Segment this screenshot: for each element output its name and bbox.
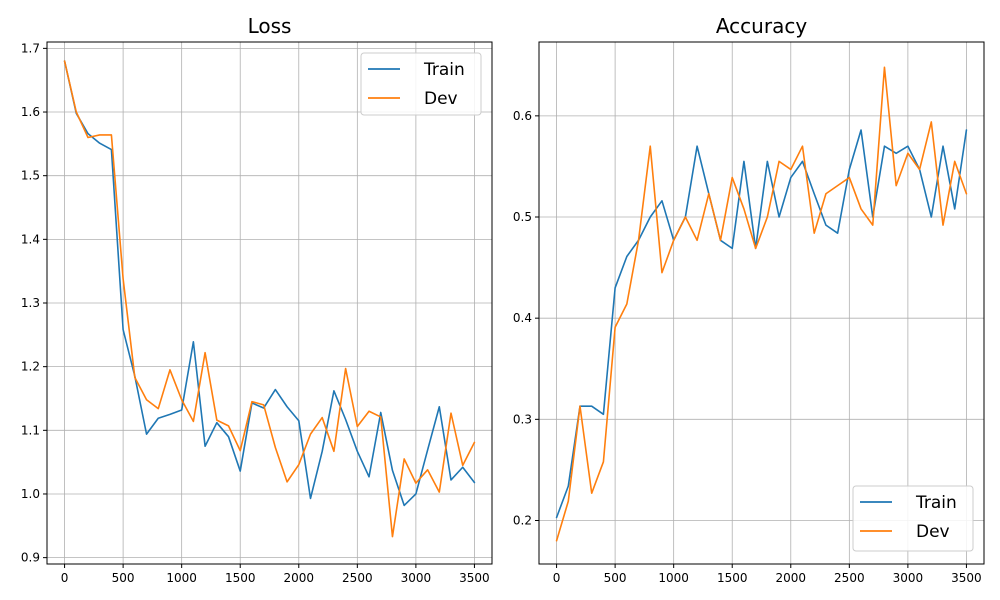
loss-xtick-label: 2000 (284, 571, 315, 585)
accuracy-ytick-label: 0.6 (513, 109, 532, 123)
loss-xtick-label: 3000 (401, 571, 432, 585)
accuracy-xtick-label: 1000 (658, 571, 689, 585)
accuracy-legend-label-dev: Dev (916, 522, 950, 542)
accuracy-xtick-label: 3000 (893, 571, 924, 585)
loss-ytick-label: 1.0 (21, 487, 40, 501)
loss-xtick-label: 2500 (342, 571, 373, 585)
loss-chart: 0 500 1000 1500 2000 2500 3000 3500 0.9 1.0 1.1 1.2… (21, 14, 493, 585)
loss-ytick-label: 1.2 (21, 360, 40, 374)
accuracy-axes-frame (538, 41, 985, 565)
accuracy-ytick-label: 0.5 (513, 210, 532, 224)
accuracy-xtick-label: 1500 (717, 571, 748, 585)
loss-xtick-label: 1000 (166, 571, 197, 585)
loss-ytick-label: 0.9 (21, 551, 40, 565)
loss-ytick-label: 1.4 (21, 232, 40, 246)
loss-ytick-label: 1.6 (21, 105, 40, 119)
accuracy-xtick-label: 2000 (776, 571, 807, 585)
loss-series-train-line (63, 60, 476, 507)
accuracy-xtick-label: 0 (553, 571, 561, 585)
accuracy-xtick-label: 3500 (951, 571, 982, 585)
loss-ytick-label: 1.1 (21, 423, 40, 437)
loss-chart-title: Loss (248, 14, 292, 38)
loss-xtick-label: 1500 (225, 571, 256, 585)
accuracy-ytick-label: 0.3 (513, 412, 532, 426)
accuracy-legend-label-train: Train (915, 493, 957, 513)
loss-ytick-label: 1.5 (21, 169, 40, 183)
loss-xtick-label: 3500 (459, 571, 490, 585)
accuracy-chart: 0 500 1000 1500 2000 2500 3000 3500 0.2 0.3 0.4 0.5… (513, 14, 985, 585)
accuracy-xtick-label: 500 (604, 571, 627, 585)
accuracy-series-dev-line (555, 66, 968, 542)
loss-xtick-label: 500 (112, 571, 135, 585)
loss-series-dev-line (63, 60, 476, 538)
accuracy-series-train-line (555, 129, 968, 519)
accuracy-chart-title: Accuracy (716, 14, 807, 38)
loss-ytick-label: 1.7 (21, 41, 40, 55)
loss-legend-label-train: Train (423, 60, 465, 80)
loss-xtick-label: 0 (61, 571, 69, 585)
accuracy-xtick-label: 2500 (834, 571, 865, 585)
accuracy-ytick-label: 0.4 (513, 311, 532, 325)
loss-ytick-label: 1.3 (21, 296, 40, 310)
loss-legend-label-dev: Dev (424, 89, 458, 109)
accuracy-ytick-label: 0.2 (513, 514, 532, 528)
